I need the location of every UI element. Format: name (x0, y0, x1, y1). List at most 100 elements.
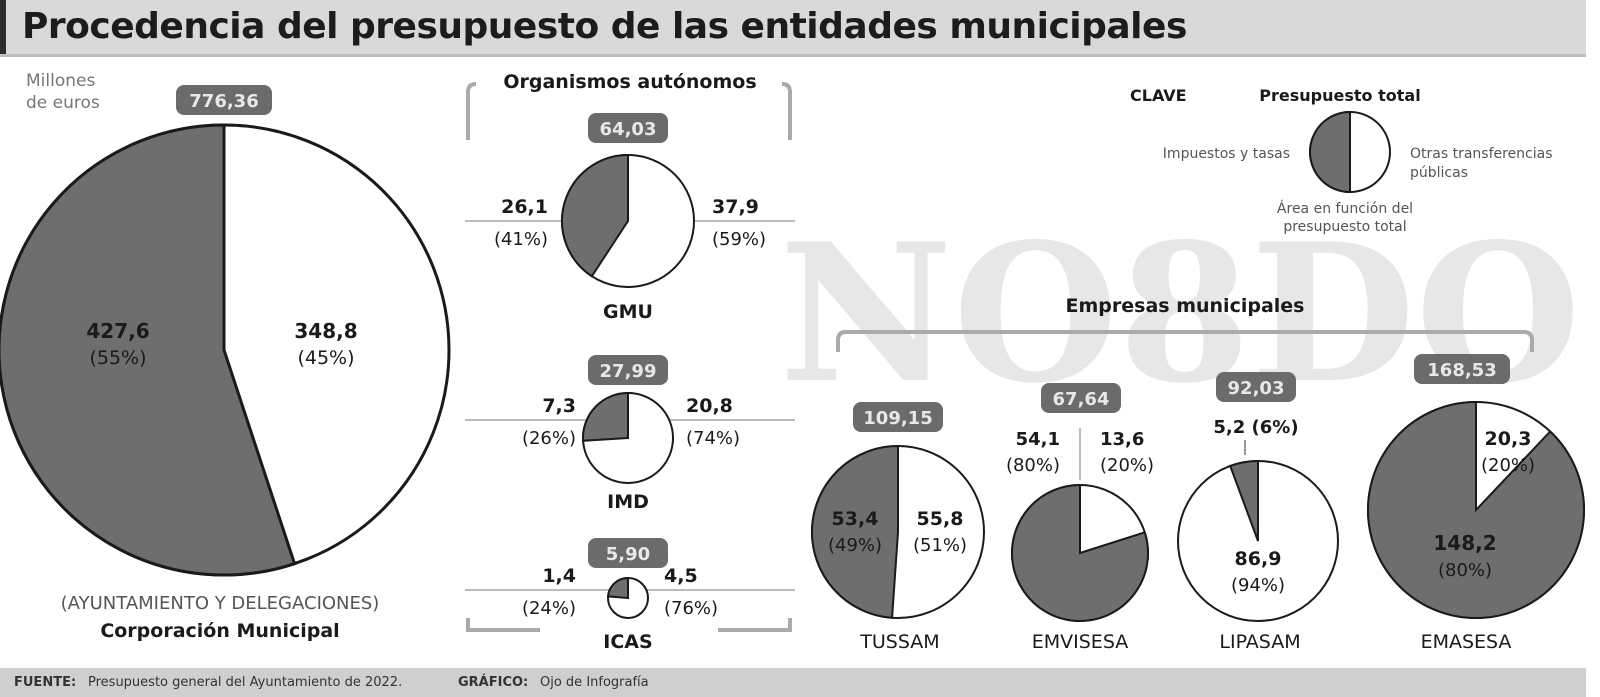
icas-total-value: 5,90 (606, 544, 650, 565)
emvisesa-total-value: 67,64 (1053, 389, 1110, 410)
header-accent (0, 0, 6, 54)
emvisesa-total-badge-bg (1041, 383, 1121, 413)
watermark-text: NO8DO (779, 202, 1581, 425)
tussam-total-badge: 109,15 (853, 402, 943, 432)
tussam-tax-pct: (49%) (828, 535, 882, 556)
emvisesa-tax-pct: (80%) (1006, 455, 1060, 476)
emasesa-total-value: 168,53 (1427, 360, 1496, 381)
imd-tax-value: 7,3 (542, 395, 576, 417)
gmu-other-pct: (59%) (712, 229, 766, 250)
empresas-bracket-line (836, 330, 1534, 352)
autonomos-title: Organismos autónomos (503, 71, 756, 93)
key-total-label: Presupuesto total (1259, 86, 1420, 105)
unit-label: Millones de euros (26, 70, 100, 114)
key-left-label: Impuestos y tasas (1163, 146, 1290, 162)
imd-slice-tax (582, 391, 629, 442)
tussam-name: TUSSAM (859, 631, 939, 653)
tussam-other-pct: (51%) (913, 535, 967, 556)
icas-total-badge: 5,90 (588, 538, 668, 568)
key-right-label-1: Otras transferencias (1410, 146, 1553, 162)
lipasam-other-value: 86,9 (1235, 548, 1282, 570)
tussam-tax-value: 53,4 (832, 508, 879, 530)
emvisesa-total-badge: 67,64 (1041, 383, 1121, 413)
icas-slice-tax (606, 576, 629, 600)
corporacion-total-value: 776,36 (189, 91, 258, 112)
imd-total-badge: 27,99 (588, 355, 668, 385)
tussam-pie (811, 444, 985, 619)
gmu-name: GMU (603, 301, 653, 323)
key-size-note-1: Área en función del (1277, 200, 1413, 217)
gmu-total-badge-bg (588, 113, 668, 143)
corporacion-other-value: 348,8 (294, 319, 357, 343)
emasesa-pie (1367, 400, 1585, 619)
emasesa-name: EMASESA (1421, 631, 1512, 653)
imd-total-badge-bg (588, 355, 668, 385)
source-text: Presupuesto general del Ayuntamiento de … (88, 675, 403, 690)
key-right-label-2: públicas (1410, 165, 1468, 181)
imd-name: IMD (607, 491, 649, 513)
graphic-label: GRÁFICO: (458, 675, 529, 690)
imd-pie (582, 391, 674, 484)
autonomos-bracket-bottom-right (718, 618, 792, 632)
source-label: FUENTE: (14, 675, 77, 690)
corporacion-total-badge: 776,36 (176, 85, 272, 115)
emasesa-other-value: 20,3 (1485, 428, 1532, 450)
tussam-total-badge-bg (853, 402, 943, 432)
lipasam-tax-value: 5,2 (6%) (1213, 417, 1298, 438)
imd-other-pct: (74%) (686, 428, 740, 449)
icas-tax-pct: (24%) (522, 598, 576, 619)
graphic-text: Ojo de Infografía (540, 675, 649, 690)
corporacion-total-badge-bg (176, 85, 272, 115)
lipasam-name: LIPASAM (1219, 631, 1300, 653)
autonomos-bracket (466, 82, 792, 632)
gmu-tax-value: 26,1 (501, 196, 548, 218)
emvisesa-other-pct: (20%) (1100, 455, 1154, 476)
autonomos-bracket-bottom-left (466, 618, 540, 632)
footer: FUENTE: Presupuesto general del Ayuntami… (0, 668, 1586, 697)
page-title: Procedencia del presupuesto de las entid… (22, 6, 1187, 47)
gmu-total-badge: 64,03 (588, 113, 668, 143)
imd-tax-pct: (26%) (522, 428, 576, 449)
emasesa-total-badge: 168,53 (1414, 354, 1510, 384)
header-bar: Procedencia del presupuesto de las entid… (0, 0, 1586, 57)
corporacion-tax-value: 427,6 (86, 319, 149, 343)
empresas-title: Empresas municipales (1066, 295, 1305, 317)
emasesa-other-pct: (20%) (1481, 455, 1535, 476)
lipasam-other-pct: (94%) (1231, 575, 1285, 596)
unit-label-line1: Millones (26, 71, 96, 91)
corporacion-tax-pct: (55%) (89, 347, 146, 369)
emasesa-total-badge-bg (1414, 354, 1510, 384)
emasesa-tax-value: 148,2 (1433, 531, 1496, 555)
emvisesa-name: EMVISESA (1032, 631, 1128, 653)
icas-other-value: 4,5 (664, 565, 698, 587)
emvisesa-pie (1011, 483, 1149, 622)
unit-label-line2: de euros (26, 93, 100, 113)
lipasam-total-badge-bg (1216, 372, 1296, 402)
imd-other-value: 20,8 (686, 395, 733, 417)
corporacion-other-pct: (45%) (297, 347, 354, 369)
key-label: CLAVE (1130, 86, 1187, 105)
icas-total-badge-bg (588, 538, 668, 568)
corporacion-slice-tax (0, 123, 297, 577)
tussam-total-value: 109,15 (863, 408, 932, 429)
gmu-slice-tax (561, 153, 629, 278)
autonomos-bracket-right (781, 82, 792, 140)
corporacion-pie (0, 123, 451, 577)
icas-name: ICAS (603, 631, 652, 653)
lipasam-slice-tax (1228, 459, 1259, 542)
key: CLAVE Presupuesto total Impuestos y tasas O… (1130, 86, 1553, 235)
emasesa-tax-pct: (80%) (1438, 560, 1492, 581)
lipasam-total-value: 92,03 (1228, 378, 1285, 399)
icas-pie (606, 576, 649, 619)
pie-charts: NO8DO 776,36 427,6 (55%) 348,8 (45%) (AYUNTAMI… (0, 71, 1585, 653)
lipasam-total-badge: 92,03 (1216, 372, 1296, 402)
empresas-bracket: Empresas municipales (836, 295, 1534, 352)
tussam-slice-tax (811, 444, 899, 619)
corporacion-name: Corporación Municipal (100, 620, 339, 642)
gmu-pie (561, 153, 695, 288)
key-pie (1309, 110, 1391, 194)
tussam-other-value: 55,8 (917, 508, 964, 530)
key-size-note-2: presupuesto total (1283, 219, 1406, 235)
gmu-total-value: 64,03 (600, 119, 657, 140)
autonomos-bracket-left (466, 82, 477, 140)
